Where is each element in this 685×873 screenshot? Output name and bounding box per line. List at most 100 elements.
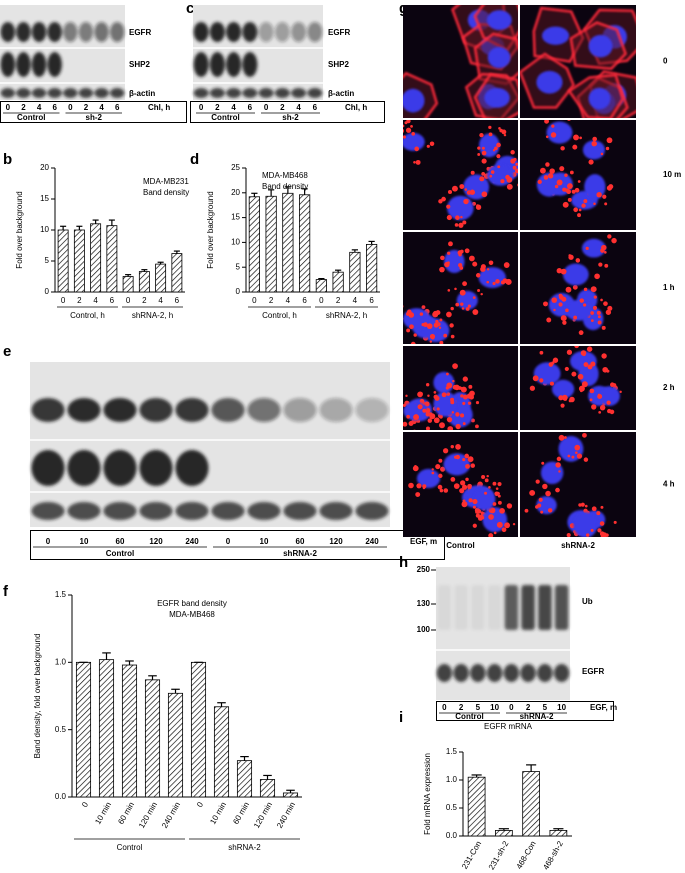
lane-label: 6 — [313, 103, 318, 112]
vesicle — [551, 124, 555, 128]
vesicle — [475, 204, 482, 210]
x-tick-label: 6 — [369, 296, 374, 305]
vesicle — [496, 521, 503, 528]
vesicle — [406, 120, 411, 124]
vesicle — [439, 266, 445, 273]
vesicle — [573, 134, 580, 141]
blot-band — [355, 398, 389, 422]
bar — [299, 194, 311, 293]
vesicle — [472, 499, 478, 505]
vesicle — [450, 306, 454, 311]
vesicle — [465, 307, 470, 311]
row-label: 2 h — [663, 383, 675, 392]
vesicle — [459, 289, 466, 296]
vesicle — [589, 388, 595, 394]
blot-band — [31, 398, 65, 422]
y-tick-label: 15 — [40, 194, 49, 203]
blot-band — [78, 22, 94, 42]
chart-annotation: MDA-MB468 — [262, 171, 308, 180]
vesicle — [589, 398, 593, 402]
vesicle — [472, 523, 477, 528]
vesicle — [582, 432, 587, 438]
vesicle — [586, 346, 593, 352]
blot-background — [0, 5, 125, 100]
vesicle — [497, 165, 501, 169]
vesicle — [583, 362, 589, 368]
vesicle — [470, 170, 475, 175]
vesicle — [556, 179, 563, 186]
vesicle — [539, 350, 544, 355]
blot-band — [103, 398, 137, 422]
nucleus — [403, 88, 425, 113]
vesicle — [594, 142, 597, 146]
vesicle — [600, 505, 604, 509]
vesicle — [602, 194, 607, 199]
vesicle — [590, 319, 594, 323]
panel-letter: c — [186, 0, 194, 17]
micrograph-content — [403, 363, 480, 430]
micrograph-content — [403, 5, 518, 118]
vesicle — [410, 341, 416, 344]
vesicle — [596, 310, 601, 315]
blot-band — [67, 502, 101, 520]
blot-band — [193, 88, 209, 98]
vesicle — [558, 434, 565, 441]
x-tick-label: 10 min — [93, 801, 113, 826]
vesicle — [484, 478, 489, 483]
y-tick-label: 0.5 — [55, 725, 67, 734]
vesicle — [573, 315, 578, 320]
vesicle — [460, 413, 465, 418]
blot-band — [247, 398, 281, 422]
vesicle — [481, 158, 487, 164]
vesicle — [403, 128, 405, 133]
vesicle — [585, 246, 589, 250]
blot-band — [78, 88, 94, 98]
vesicle — [472, 296, 476, 300]
micrograph-content — [408, 444, 516, 537]
lane-label: 120 — [149, 537, 163, 546]
vesicle — [499, 508, 505, 514]
vesicle — [551, 297, 558, 303]
mw-marker: 130 — [417, 599, 431, 608]
lane-label: 10 — [80, 537, 89, 546]
blot-band — [258, 88, 274, 98]
vesicle — [417, 404, 423, 410]
vesicle — [574, 187, 580, 193]
blot-band — [307, 88, 323, 98]
vesicle — [447, 289, 451, 292]
vesicle — [450, 477, 456, 482]
group-label: sh-2 — [282, 113, 299, 122]
chart-annotation: EGFR band density — [157, 599, 227, 608]
vesicle — [532, 375, 539, 382]
lane-label: 10 — [260, 537, 269, 546]
lane-label: 4 — [99, 103, 104, 112]
vesicle — [578, 330, 584, 336]
vesicle — [600, 298, 603, 302]
x-tick-label: 231-sh-2 — [487, 839, 511, 871]
row-label: 10 m — [663, 170, 681, 179]
vesicle — [597, 528, 602, 533]
lane-label: 0 — [199, 103, 204, 112]
vesicle — [591, 404, 597, 410]
vesicle — [562, 201, 569, 208]
vesicle — [464, 248, 470, 254]
bar — [522, 771, 540, 837]
blot-row-label: SHP2 — [328, 60, 349, 69]
bar — [90, 223, 102, 293]
x-tick-label: 120 min — [252, 801, 274, 830]
lane-box — [30, 530, 445, 560]
vesicle — [403, 135, 406, 139]
vesicle — [613, 520, 617, 524]
blot-bands — [0, 22, 125, 98]
blot-band — [31, 88, 47, 98]
vesicle — [451, 411, 455, 414]
vesicle — [433, 417, 440, 424]
micrograph-content — [524, 432, 617, 537]
vesicle — [535, 505, 539, 509]
vesicle — [576, 453, 583, 459]
x-tick-label: 60 min — [231, 801, 251, 826]
vesicle — [439, 340, 444, 344]
vesicle — [515, 162, 518, 166]
